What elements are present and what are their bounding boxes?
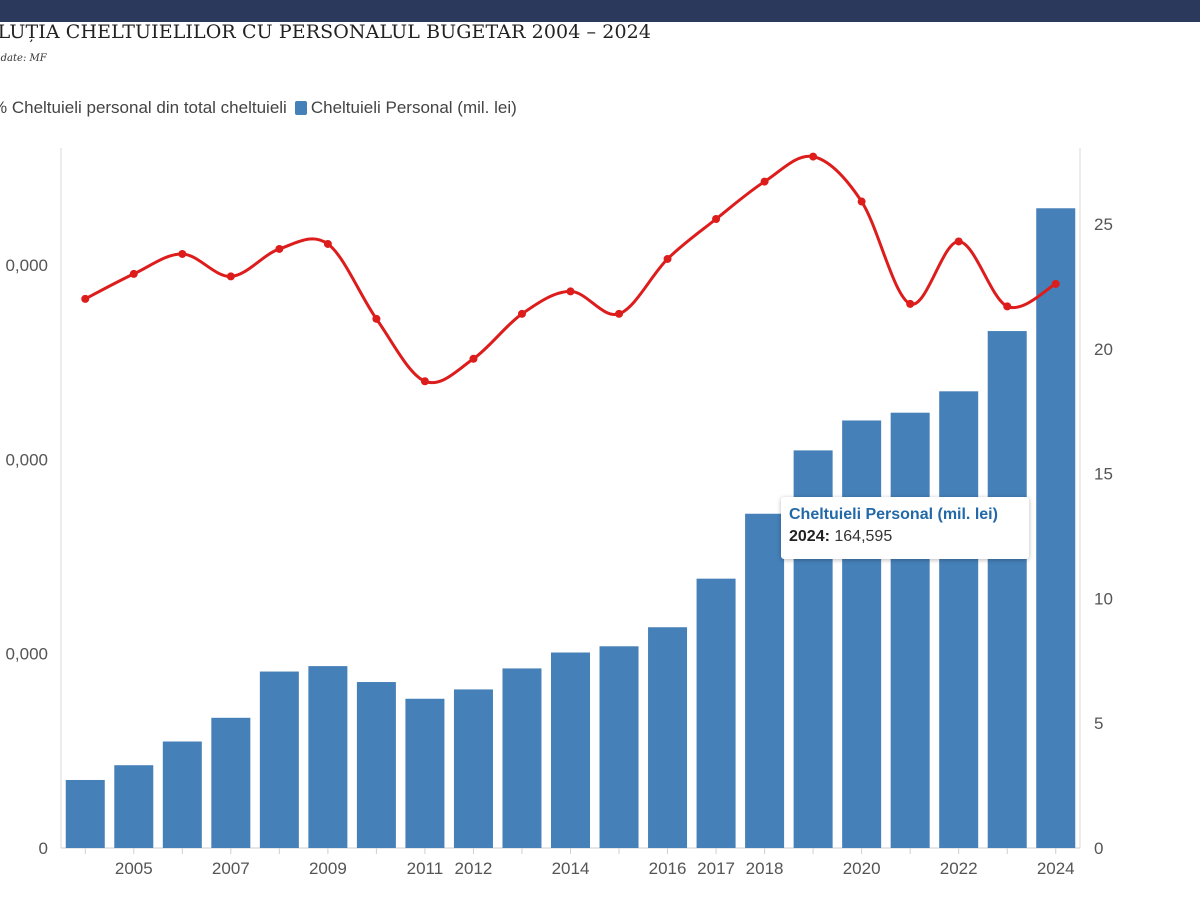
legend-label-line: % Cheltuieli personal din total cheltuie… bbox=[0, 98, 287, 117]
line-point bbox=[420, 377, 429, 386]
legend: % Cheltuieli personal din total cheltuie… bbox=[0, 98, 525, 118]
bar bbox=[308, 666, 348, 848]
line-point bbox=[1003, 302, 1012, 311]
line-point bbox=[712, 215, 721, 224]
x-tick-label: 2007 bbox=[212, 859, 250, 878]
tooltip: Cheltuieli Personal (mil. lei) 2024: 164… bbox=[781, 497, 1029, 559]
line-point bbox=[178, 249, 187, 258]
x-tick-label: 2005 bbox=[115, 859, 153, 878]
right-tick-label: 10 bbox=[1094, 589, 1113, 608]
right-tick-label: 5 bbox=[1094, 714, 1103, 733]
legend-label-bar: Cheltuieli Personal (mil. lei) bbox=[310, 98, 517, 117]
x-tick-label: 2022 bbox=[940, 859, 978, 878]
tooltip-title: Cheltuieli Personal (mil. lei) bbox=[789, 506, 998, 523]
legend-item-bar[interactable]: Cheltuieli Personal (mil. lei) bbox=[294, 98, 517, 118]
bar bbox=[551, 652, 590, 848]
left-tick-label: 0,000 bbox=[5, 256, 48, 275]
line-point bbox=[954, 237, 963, 246]
line-point bbox=[615, 309, 624, 318]
x-tick-label: 2009 bbox=[309, 859, 347, 878]
line-point bbox=[809, 152, 818, 161]
bar bbox=[502, 668, 542, 848]
line-point bbox=[857, 197, 866, 206]
x-tick-label: 2024 bbox=[1037, 859, 1075, 878]
line-point bbox=[323, 239, 332, 248]
bar bbox=[162, 741, 202, 848]
right-tick-label: 25 bbox=[1094, 215, 1113, 234]
left-tick-label: 0 bbox=[39, 839, 48, 858]
line-point bbox=[1051, 279, 1060, 288]
bar bbox=[405, 698, 445, 848]
bar bbox=[356, 682, 396, 848]
bar bbox=[745, 513, 785, 848]
left-tick-label: 0,000 bbox=[5, 645, 48, 664]
bar bbox=[211, 717, 251, 848]
line-point bbox=[469, 354, 478, 363]
line-series bbox=[84, 154, 1057, 385]
line-point bbox=[760, 177, 769, 186]
right-tick-label: 0 bbox=[1094, 839, 1103, 858]
bar bbox=[842, 420, 882, 848]
bar bbox=[648, 627, 688, 848]
line-point bbox=[566, 287, 575, 296]
right-tick-label: 15 bbox=[1094, 465, 1113, 484]
line-point bbox=[275, 244, 284, 253]
bar bbox=[65, 779, 105, 848]
x-tick-label: 2011 bbox=[407, 859, 444, 878]
data-source: ă de date: MF bbox=[0, 53, 47, 64]
line-point bbox=[906, 299, 915, 308]
line-point bbox=[129, 269, 138, 278]
left-tick-label: 0,000 bbox=[5, 450, 48, 469]
bar bbox=[696, 578, 736, 848]
x-tick-label: 2014 bbox=[552, 859, 590, 878]
header-bar bbox=[0, 0, 1200, 22]
x-tick-label: 2016 bbox=[649, 859, 687, 878]
x-tick-label: 2020 bbox=[843, 859, 881, 878]
bar bbox=[987, 331, 1027, 848]
line-point bbox=[81, 294, 90, 303]
legend-item-line[interactable]: % Cheltuieli personal din total cheltuie… bbox=[0, 98, 287, 118]
bar bbox=[1036, 208, 1076, 848]
line-point bbox=[663, 254, 672, 263]
bar bbox=[114, 765, 154, 848]
bar bbox=[453, 689, 493, 848]
x-tick-label: 2017 bbox=[697, 859, 735, 878]
bar bbox=[890, 412, 930, 848]
bar bbox=[599, 646, 639, 848]
right-tick-label: 20 bbox=[1094, 340, 1113, 359]
chart-title: OLUȚIA CHELTUIELILOR CU PERSONALUL BUGET… bbox=[0, 21, 652, 43]
line-point bbox=[372, 314, 381, 323]
tooltip-value: 164,595 bbox=[834, 528, 893, 545]
tooltip-value-line: 2024: 164,595 bbox=[789, 528, 1021, 546]
line-point bbox=[226, 272, 235, 281]
legend-swatch-bar bbox=[294, 101, 307, 115]
x-tick-label: 2018 bbox=[746, 859, 784, 878]
bar bbox=[259, 671, 299, 848]
tooltip-year: 2024: bbox=[789, 528, 830, 545]
bar bbox=[939, 391, 979, 848]
line-point bbox=[517, 309, 526, 318]
x-tick-label: 2012 bbox=[455, 859, 493, 878]
